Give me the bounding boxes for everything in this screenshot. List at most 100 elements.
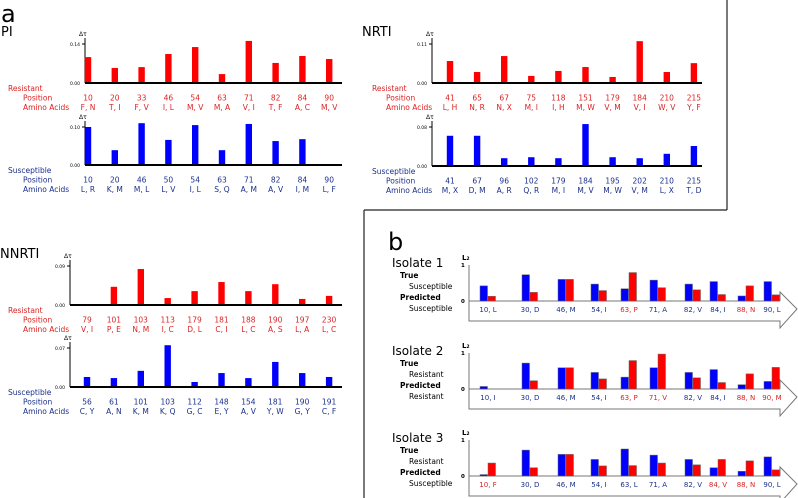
bar-red (717, 459, 726, 477)
position-label: 41 (445, 177, 455, 186)
position-label: 197 (295, 316, 310, 325)
position-label: 195 (605, 177, 620, 186)
amino-acid-label: C, F (322, 407, 336, 416)
position-label: 215 (687, 94, 702, 103)
bar-red (692, 289, 701, 302)
amino-row-label: Amino Acids (23, 103, 69, 112)
position-label: 184 (633, 94, 648, 103)
bar-red (598, 465, 607, 477)
bar-blue (620, 448, 629, 477)
position-label: 75 (527, 94, 537, 103)
y-axis-label: L₂ (462, 342, 470, 350)
predicted-class: Susceptible (409, 479, 453, 488)
category-label: 10, L (479, 306, 496, 314)
position-label: 90 (324, 176, 334, 185)
bar-red (745, 460, 754, 477)
category-label: 82, V (684, 306, 702, 314)
group-label: Susceptible (8, 388, 52, 397)
bar-blue (479, 386, 488, 390)
bar (110, 378, 118, 387)
y-tick-label-max: 0.14 (70, 42, 80, 48)
position-label: 102 (524, 177, 539, 186)
bar-blue (620, 288, 629, 302)
bar-red (745, 373, 754, 390)
bar (84, 57, 92, 83)
position-label: 10 (83, 176, 93, 185)
isolate-title: Isolate 3 (392, 431, 443, 445)
position-label: 71 (244, 176, 254, 185)
position-label: 101 (107, 316, 122, 325)
y-axis-label: L₂ (462, 429, 470, 437)
predicted-label: Predicted (400, 381, 441, 390)
category-label: 90, M (762, 394, 781, 402)
amino-acid-label: W, V (658, 103, 676, 112)
y-tick-label-max: 0.07 (55, 346, 65, 352)
bar (111, 67, 118, 83)
category-label: 30, D (521, 394, 540, 402)
position-row-label: Position (386, 94, 415, 103)
chart-title: NNRTI (0, 247, 39, 262)
y-tick-zero: 0 (461, 299, 465, 305)
bar (245, 378, 252, 387)
bar (325, 295, 333, 305)
amino-acid-label: T, F (268, 103, 283, 112)
y-tick-label-zero: 0.00 (417, 81, 427, 87)
amino-acid-label: A, N (106, 407, 122, 416)
position-label: 190 (295, 398, 310, 407)
position-label: 154 (241, 398, 256, 407)
bar (272, 141, 279, 165)
amino-acid-label: M, V (577, 186, 594, 195)
position-label: 103 (134, 316, 149, 325)
category-label: 71, A (649, 306, 667, 314)
amino-acid-label: G, Y (295, 407, 311, 416)
category-label: 71, V (649, 394, 667, 402)
category-label: 88, N (737, 394, 756, 402)
amino-acid-label: G, C (187, 407, 203, 416)
bar-red (565, 367, 574, 390)
bar (110, 286, 118, 305)
bar (690, 146, 698, 166)
position-label: 118 (551, 94, 566, 103)
amino-acid-label: M, A (214, 103, 231, 112)
position-label: 41 (445, 94, 455, 103)
bar-blue (521, 362, 530, 390)
bar (636, 41, 643, 83)
amino-row-label: Amino Acids (23, 185, 69, 194)
amino-acid-label: I, H (552, 103, 565, 112)
bar (609, 76, 616, 83)
amino-acid-label: M, L (134, 185, 150, 194)
bar (473, 72, 481, 83)
bar-red (487, 462, 496, 477)
amino-acid-label: L, C (322, 325, 336, 334)
amino-acid-label: N, X (496, 103, 512, 112)
position-label: 67 (499, 94, 509, 103)
amino-acid-label: M, W (576, 103, 595, 112)
amino-acid-label: A, C (295, 103, 310, 112)
amino-acid-label: L, F (323, 185, 336, 194)
y-tick-label-max: 0.09 (55, 264, 65, 270)
amino-acid-label: E, Y (214, 407, 229, 416)
position-label: 101 (134, 398, 149, 407)
y-axis-label: L₂ (462, 254, 470, 262)
amino-acid-label: M, X (442, 186, 458, 195)
bar (272, 284, 279, 305)
category-label: 54, I (591, 481, 606, 489)
y-tick-label-max: 0.08 (417, 125, 427, 131)
y-tick-label-zero: 0.00 (55, 385, 65, 391)
amino-row-label: Amino Acids (386, 186, 432, 195)
isolate-title: Isolate 1 (392, 256, 443, 270)
amino-acid-label: A, M (241, 185, 257, 194)
bar (528, 75, 535, 83)
group-label: Susceptible (8, 166, 52, 175)
y-axis-label: Δτ (426, 114, 434, 121)
y-tick-label-max: 0.11 (417, 42, 427, 48)
bar-red (628, 272, 637, 302)
category-label: 71, A (649, 481, 667, 489)
bar-blue (557, 454, 566, 477)
amino-acid-label: Y, W (266, 407, 284, 416)
position-label: 148 (214, 398, 229, 407)
